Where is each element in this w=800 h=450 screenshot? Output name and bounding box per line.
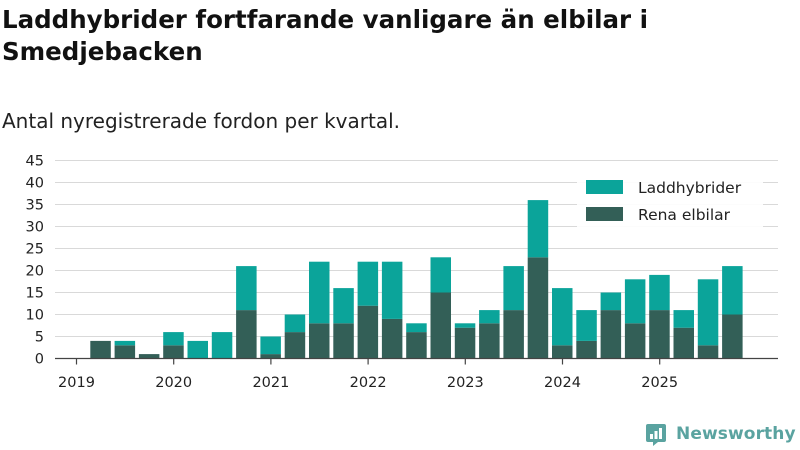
bar-laddhybrider-2021-Q4	[333, 288, 354, 324]
bar-laddhybrider-2024-Q3	[600, 292, 622, 311]
legend-swatch	[586, 180, 623, 194]
bar-rena-elbilar-2023-Q3	[503, 310, 524, 359]
y-tick-label: 45	[26, 154, 44, 170]
bar-laddhybrider-2019-Q3	[114, 340, 136, 346]
bar-laddhybrider-2022-Q3	[406, 323, 427, 333]
bar-laddhybrider-2025-Q4	[722, 266, 743, 315]
bar-laddhybrider-2020-Q3	[211, 332, 233, 359]
legend-label: Rena elbilar	[638, 206, 731, 224]
bar-laddhybrider-2021-Q2	[284, 314, 306, 333]
bars	[90, 200, 743, 359]
bar-rena-elbilar-2025-Q4	[722, 314, 743, 359]
bar-laddhybrider-2024-Q4	[624, 279, 646, 324]
bar-rena-elbilar-2020-Q1	[163, 345, 184, 359]
y-tick-label: 20	[26, 264, 44, 280]
bar-rena-elbilar-2021-Q1	[260, 354, 281, 359]
bar-rena-elbilar-2022-Q4	[430, 292, 451, 359]
bar-laddhybrider-2020-Q2	[187, 340, 208, 359]
bar-rena-elbilar-2022-Q3	[406, 332, 427, 359]
bar-rena-elbilar-2024-Q4	[624, 323, 646, 359]
bar-laddhybrider-2022-Q1	[357, 261, 379, 306]
y-tick-label: 25	[26, 242, 44, 258]
legend: Laddhybrider Rena elbilar	[577, 172, 763, 228]
bar-laddhybrider-2025-Q1	[649, 274, 670, 311]
legend-label: Laddhybrider	[638, 179, 742, 197]
bar-rena-elbilar-2025-Q2	[673, 327, 694, 359]
bar-rena-elbilar-2021-Q4	[333, 323, 354, 359]
chart-subtitle: Antal nyregistrerade fordon per kvartal.	[2, 109, 401, 133]
bar-laddhybrider-2024-Q1	[552, 288, 573, 346]
y-tick-label: 30	[26, 220, 44, 236]
bar-rena-elbilar-2019-Q4	[138, 354, 160, 359]
bar-rena-elbilar-2021-Q3	[309, 323, 330, 359]
legend-swatch	[586, 207, 623, 221]
brand-name: Newsworthy	[676, 424, 796, 444]
y-tick-label: 5	[35, 330, 44, 346]
y-tick-label: 35	[26, 198, 44, 214]
bar-laddhybrider-2023-Q2	[479, 310, 500, 324]
bar-rena-elbilar-2019-Q3	[114, 345, 136, 359]
bar-rena-elbilar-2019-Q2	[90, 340, 111, 359]
newsworthy-logo-icon	[646, 424, 666, 446]
newsworthy-logo: Newsworthy	[644, 421, 796, 447]
bar-rena-elbilar-2021-Q2	[284, 332, 306, 359]
bar-laddhybrider-2022-Q2	[381, 261, 403, 319]
bar-laddhybrider-2020-Q4	[236, 266, 257, 311]
y-tick-label: 40	[26, 176, 44, 192]
bar-laddhybrider-2020-Q1	[163, 332, 184, 346]
bar-laddhybrider-2023-Q1	[454, 323, 476, 328]
y-tick-label: 15	[26, 286, 44, 302]
y-tick-label: 10	[26, 308, 44, 324]
bar-rena-elbilar-2020-Q4	[236, 310, 257, 359]
bar-rena-elbilar-2025-Q1	[649, 310, 670, 359]
bar-laddhybrider-2021-Q1	[260, 336, 281, 355]
bar-laddhybrider-2023-Q4	[527, 200, 549, 258]
chart-title: Laddhybrider fortfarande vanligare än el…	[2, 5, 649, 66]
x-tick-label: 2021	[252, 375, 289, 391]
y-axis: 0 5 10 15 20 25 30 35 40 45	[26, 154, 44, 368]
y-tick-label: 0	[35, 352, 44, 368]
bar-rena-elbilar-2022-Q1	[357, 305, 379, 359]
x-axis: 2019 2020 2021 2022 2023 2024 2025	[55, 357, 778, 391]
bar-laddhybrider-2025-Q2	[673, 310, 694, 328]
bar-rena-elbilar-2024-Q3	[600, 310, 622, 359]
bar-laddhybrider-2022-Q4	[430, 257, 451, 293]
bar-laddhybrider-2023-Q3	[503, 266, 524, 311]
x-tick-label: 2022	[350, 375, 387, 391]
bar-rena-elbilar-2024-Q1	[552, 345, 573, 359]
x-tick-label: 2025	[641, 375, 678, 391]
bar-rena-elbilar-2023-Q1	[454, 327, 476, 359]
bar-laddhybrider-2021-Q3	[309, 261, 330, 324]
x-tick-label: 2024	[544, 375, 581, 391]
bar-laddhybrider-2025-Q3	[697, 279, 719, 346]
x-tick-label: 2020	[155, 375, 192, 391]
bar-laddhybrider-2024-Q2	[576, 310, 597, 341]
bar-rena-elbilar-2023-Q2	[479, 323, 500, 359]
bar-rena-elbilar-2024-Q2	[576, 340, 597, 359]
bar-rena-elbilar-2025-Q3	[697, 345, 719, 359]
bar-rena-elbilar-2023-Q4	[527, 257, 549, 359]
bar-rena-elbilar-2022-Q2	[381, 318, 403, 359]
x-tick-label: 2019	[58, 375, 95, 391]
x-tick-label: 2023	[447, 375, 484, 391]
